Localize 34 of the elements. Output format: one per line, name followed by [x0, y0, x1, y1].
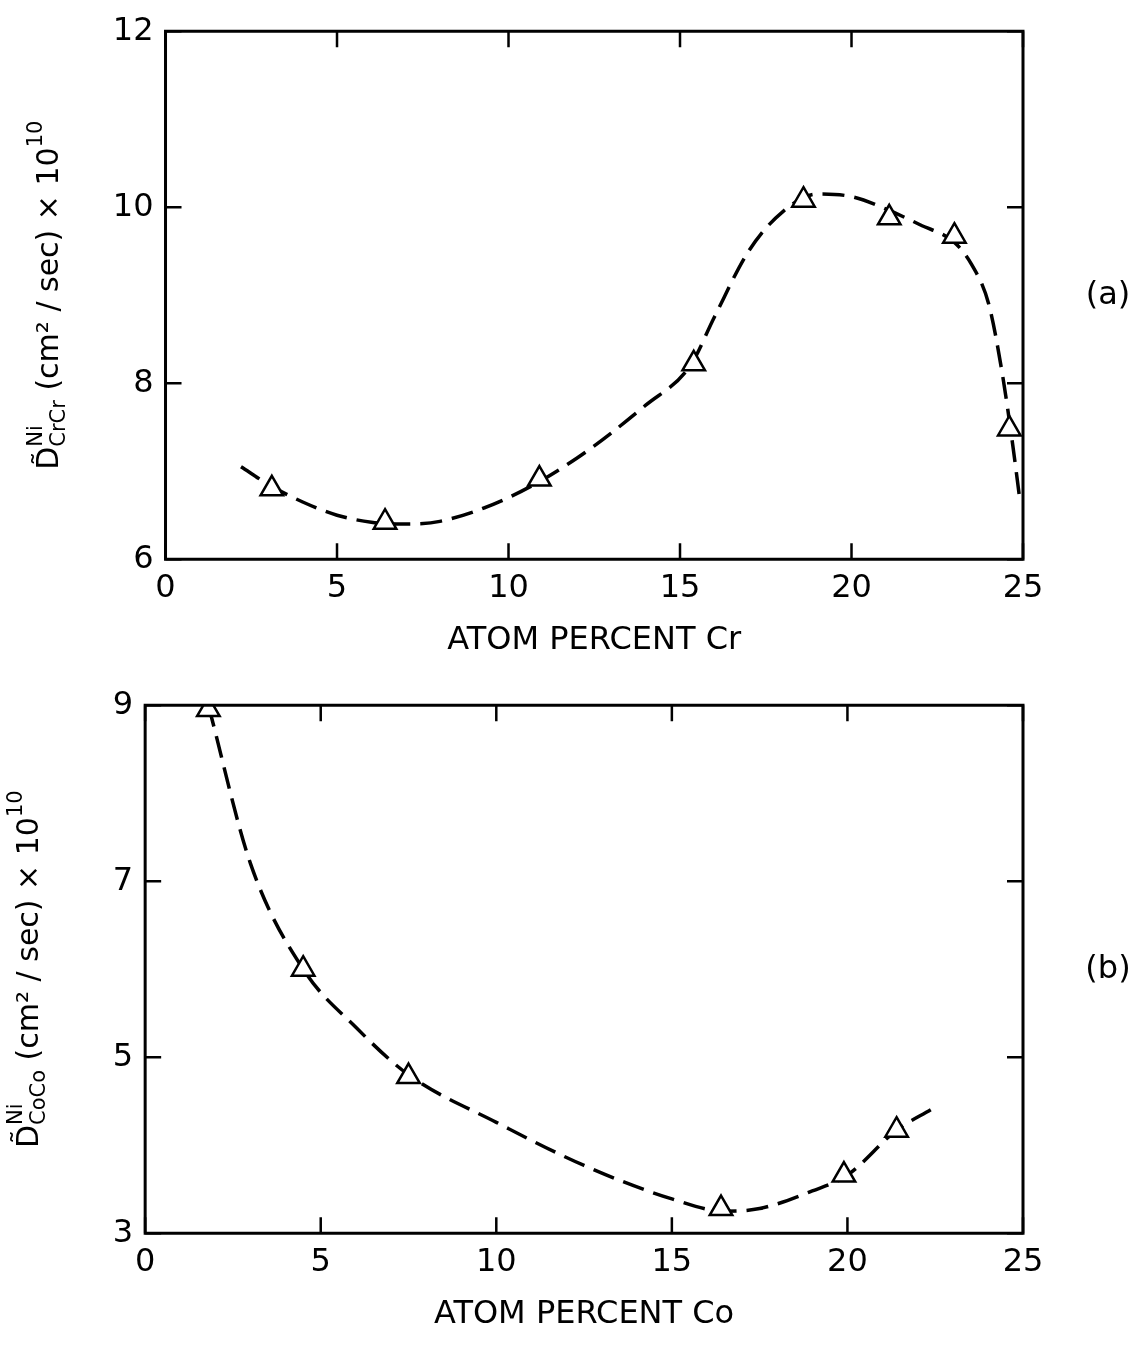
y-tick-label: 12: [112, 9, 154, 48]
y-tick-label: 6: [133, 537, 154, 576]
y-tick-label: 5: [112, 1035, 134, 1074]
x-tick-label: 20: [827, 1240, 868, 1279]
x-tick-label: 0: [134, 1240, 156, 1279]
point: [790, 185, 816, 208]
text: (a): [1085, 273, 1131, 312]
y-axis-title: D̃NiCoCo (cm² / sec) × 1010: [3, 790, 50, 1149]
x-tick-label: 25: [1002, 1240, 1044, 1279]
x-tick-label: 25: [1002, 566, 1044, 605]
x-tick-label: 20: [831, 566, 872, 605]
point: [681, 349, 707, 372]
y-axis-title: D̃NiCrCr (cm² / sec) × 1010: [23, 120, 70, 470]
point: [259, 474, 285, 497]
x-tick-label: 5: [310, 1240, 331, 1279]
point: [996, 414, 1022, 437]
point: [372, 507, 398, 530]
x-tick-label: 10: [488, 566, 529, 605]
x-axis-title: ATOM PERCENT Co: [433, 1293, 735, 1332]
y-tick-label: 7: [112, 859, 134, 898]
y-tick-label: 8: [133, 361, 154, 400]
x-tick-label: 15: [659, 566, 701, 605]
x-axis-title: ATOM PERCENT Cr: [447, 619, 742, 658]
y-tick-label: 9: [112, 683, 134, 722]
y-tick-label: 3: [112, 1211, 134, 1250]
x-tick-label: 15: [651, 1240, 693, 1279]
x-tick-label: 0: [155, 566, 176, 605]
x-tick-label: 10: [475, 1240, 517, 1279]
point: [941, 221, 967, 244]
point: [526, 464, 552, 487]
x-tick-label: 5: [326, 566, 348, 605]
y-tick-label: 10: [112, 185, 154, 224]
text: (b): [1085, 947, 1131, 986]
point: [876, 203, 902, 226]
